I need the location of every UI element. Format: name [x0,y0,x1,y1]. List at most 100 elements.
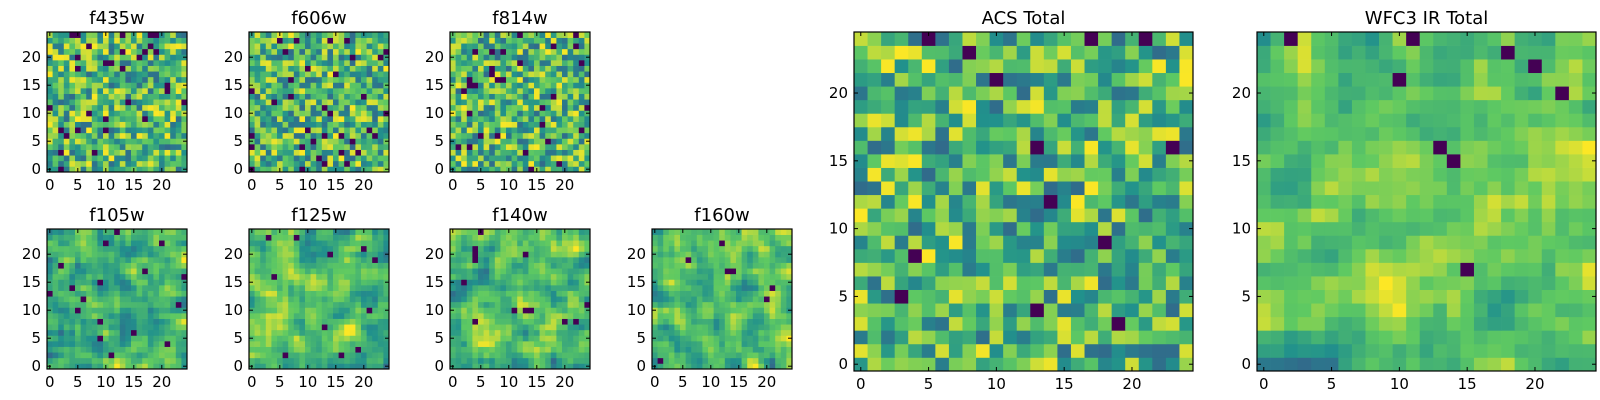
heatmap-cell [539,166,546,173]
heatmap-cell [466,60,473,66]
heatmap-cell [1179,194,1194,209]
heatmap-cell [58,363,65,370]
heatmap-cell [680,341,686,347]
heatmap-cell [114,155,121,162]
heatmap-cell [288,273,295,280]
heatmap-cell [108,324,115,331]
heatmap-cell [52,307,59,314]
heatmap-cell [483,268,490,275]
heatmap-cell [741,346,748,353]
heatmap-cell [131,99,137,106]
heatmap-cell [657,363,664,370]
heatmap-cell [97,121,104,128]
heatmap-cell [103,99,109,106]
heatmap-cell [86,166,93,173]
heatmap-cell [333,76,339,83]
heatmap-cell [47,257,53,263]
heatmap-cell [366,324,373,331]
heatmap-cell [108,54,115,61]
heatmap-cell [894,194,909,209]
heatmap-cell [338,149,345,156]
heatmap-cell [338,76,345,83]
heatmap-cell [534,296,540,303]
heatmap-cell [288,65,295,72]
heatmap-cell [556,166,563,173]
heatmap-cell [97,279,104,286]
heatmap-cell [1165,208,1180,223]
heatmap-cell [114,104,121,111]
heatmap-cell [377,335,384,342]
heatmap-cell [170,324,177,331]
heatmap-cell [372,296,379,303]
heatmap-cell [265,346,272,353]
heatmap-cell [578,234,585,241]
heatmap-cell [517,341,524,347]
heatmap-cell [383,71,390,78]
heatmap-cell [786,257,793,263]
heatmap-cell [702,313,709,319]
heatmap-cell [333,301,339,308]
heatmap-cell [377,318,384,325]
heatmap-cell [181,144,188,150]
heatmap-cell [91,127,98,134]
y-tick-label: 0 [31,357,41,375]
heatmap-cell [277,110,283,117]
heatmap-cell [747,234,754,241]
heatmap-cell [58,93,65,100]
heatmap-cell [254,37,261,44]
heatmap-cell [466,234,473,241]
heatmap-cell [260,132,267,139]
heatmap-cell [372,160,379,167]
heatmap-cell [114,341,121,347]
heatmap-cell [254,357,261,364]
heatmap-cell [305,352,311,359]
heatmap-cell [550,104,557,111]
heatmap-cell [500,296,507,303]
heatmap-cell [164,121,171,128]
heatmap-cell [159,251,165,258]
heatmap-cell [175,245,182,252]
heatmap-cell [58,116,65,122]
heatmap-cell [103,329,109,336]
heatmap-cell [466,110,473,117]
heatmap-cell [344,155,351,162]
heatmap-cell [377,341,384,347]
heatmap-cell [181,155,188,162]
heatmap-cell [97,138,104,145]
heatmap-cell [461,296,468,303]
heatmap-cell [260,229,267,235]
heatmap-cell [327,48,334,55]
heatmap-cell [780,324,787,331]
heatmap-cell [685,296,692,303]
heatmap-cell [305,43,311,50]
heatmap-cell [511,116,518,122]
heatmap-cell [854,316,868,331]
heatmap-cell [489,346,496,353]
heatmap-cell [657,245,664,252]
y-tick-label: 20 [224,245,243,263]
heatmap-cell [147,82,154,89]
heatmap-cell [534,262,540,269]
heatmap-cell [713,285,720,291]
heatmap-cell [119,166,126,173]
heatmap-cell [461,99,468,106]
heatmap-cell [305,296,311,303]
heatmap-cell [114,279,121,286]
heatmap-cell [282,290,289,297]
heatmap-cell [758,363,765,370]
heatmap-cell [52,273,59,280]
heatmap-cell [500,301,507,308]
heatmap-cell [736,257,742,263]
heatmap-cell [75,37,81,44]
heatmap-cell [254,318,261,325]
heatmap-cell [310,257,317,263]
heatmap-cell [674,307,681,314]
heatmap-cell [663,296,670,303]
heatmap-cell [136,48,143,55]
heatmap-cell [265,240,272,247]
heatmap-cell [366,307,373,314]
heatmap-cell [377,290,384,297]
heatmap-cell [741,307,748,314]
heatmap-cell [764,262,770,269]
heatmap-cell [316,166,323,173]
